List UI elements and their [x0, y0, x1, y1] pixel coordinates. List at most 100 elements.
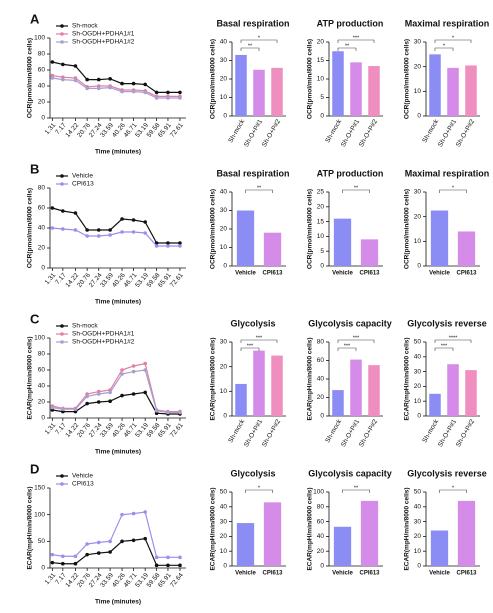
significance-label: ** [345, 43, 350, 49]
legend-marker [60, 324, 64, 328]
x-tick-label: Sh-mock [324, 418, 343, 444]
significance-bracket [434, 47, 454, 51]
significance-bracket [245, 189, 273, 193]
data-point [154, 96, 159, 100]
legend-marker [60, 182, 64, 186]
legend-label: Sh-OGDH+PDHA1#1 [72, 331, 135, 338]
chart-title: ATP production [317, 18, 384, 28]
y-tick-label: 40 [317, 533, 325, 540]
data-point [61, 227, 65, 231]
bar [447, 364, 459, 416]
bar [350, 62, 362, 116]
data-point [96, 77, 101, 82]
x-tick-label: Sh-O+P#2 [358, 118, 380, 148]
y-axis-label: OCR(pmol/min/8000 cells) [404, 189, 411, 269]
y-tick-label: 60 [317, 357, 325, 364]
y-tick-label: 20 [38, 399, 46, 406]
y-tick-label: 60 [38, 205, 46, 212]
legend-label: Sh-OGDH+PDHA1#1 [72, 31, 135, 38]
y-tick-label: 20 [414, 533, 422, 540]
y-tick-label: 80 [38, 51, 46, 58]
y-tick-label: 0 [417, 413, 421, 420]
data-point [96, 392, 101, 396]
y-tick-label: 20 [414, 63, 422, 70]
series-line [52, 75, 180, 97]
y-tick-label: 100 [313, 489, 324, 496]
chart-title: Glycolysis reverse [407, 468, 487, 478]
y-tick-label: 80 [38, 351, 46, 358]
data-point [85, 542, 89, 546]
y-tick-label: 10 [317, 76, 325, 83]
data-point [120, 230, 124, 234]
y-tick-label: 40 [220, 39, 228, 46]
data-point [178, 410, 182, 415]
data-point [85, 228, 89, 232]
bar [465, 65, 477, 116]
legend-marker [60, 482, 64, 486]
series-line [52, 369, 180, 413]
data-point [61, 407, 65, 412]
y-tick-label: 20 [317, 394, 325, 401]
bar [457, 500, 476, 566]
y-tick-label: 20 [317, 39, 325, 46]
y-tick-label: 10 [414, 398, 422, 405]
x-tick-label: 72.61 [169, 122, 185, 139]
data-point [131, 392, 136, 396]
data-point [120, 217, 124, 221]
data-point [143, 231, 147, 235]
chart-title: Maximal respiration [405, 168, 490, 178]
data-point [96, 86, 101, 91]
x-axis-label: Time (minutes) [95, 299, 141, 306]
data-point [96, 234, 101, 238]
bar [271, 355, 283, 416]
data-point [73, 554, 78, 559]
bar [332, 51, 344, 116]
legend-marker [60, 24, 64, 28]
y-tick-label: 20 [38, 245, 46, 252]
y-tick-label: 50 [414, 339, 422, 346]
x-tick-label: Sh-mock [421, 118, 440, 144]
y-axis-label: OCR(pmol/min/8000 cells) [210, 39, 217, 119]
y-tick-label: 30 [414, 189, 422, 196]
y-axis-label: OCR(pmol/min/8000 cells) [27, 188, 34, 268]
legend-label: Vehicle [72, 173, 93, 180]
y-tick-label: 50 [220, 489, 228, 496]
data-point [143, 90, 147, 95]
data-point [61, 554, 65, 559]
y-tick-label: 20 [414, 213, 422, 220]
data-point [50, 552, 55, 557]
data-point [120, 89, 124, 94]
x-tick-label: Sh-O+P#2 [261, 118, 283, 148]
panel-label: B [30, 161, 39, 176]
chart-title: Glycolysis capacity [308, 468, 392, 478]
significance-bracket [337, 47, 357, 51]
data-point [50, 76, 55, 80]
x-tick-label: Vehicle [332, 271, 353, 277]
chart-title: Maximal respiration [405, 18, 490, 28]
bar [263, 232, 282, 266]
x-tick-label: Sh-mock [324, 118, 343, 144]
bar [332, 390, 344, 416]
chart-title: Glycolysis reverse [407, 318, 487, 328]
bar [333, 218, 352, 266]
data-point [50, 206, 55, 210]
panel-label: A [30, 11, 40, 26]
data-point [178, 241, 182, 245]
data-point [143, 368, 147, 372]
y-tick-label: 80 [317, 504, 325, 511]
y-tick-label: 5 [320, 248, 324, 255]
panel-label: C [30, 311, 40, 326]
bar [429, 54, 441, 116]
x-tick-label: Sh-O+P#2 [455, 418, 477, 448]
significance-label: ** [257, 185, 262, 191]
x-axis-label: Time (minutes) [95, 149, 141, 156]
y-tick-label: 0 [417, 113, 421, 120]
legend-marker [60, 40, 64, 44]
y-tick-label: 0 [41, 265, 45, 272]
x-axis-label: Time (minutes) [95, 599, 141, 606]
y-tick-label: 40 [414, 504, 422, 511]
data-point [120, 372, 124, 376]
significance-bracket [342, 489, 370, 493]
data-point [120, 512, 124, 517]
chart-title: Glycolysis [230, 468, 275, 478]
